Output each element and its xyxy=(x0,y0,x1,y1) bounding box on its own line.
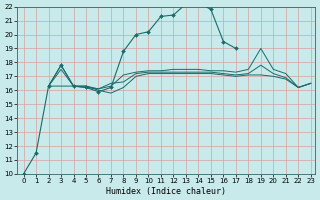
X-axis label: Humidex (Indice chaleur): Humidex (Indice chaleur) xyxy=(106,187,226,196)
